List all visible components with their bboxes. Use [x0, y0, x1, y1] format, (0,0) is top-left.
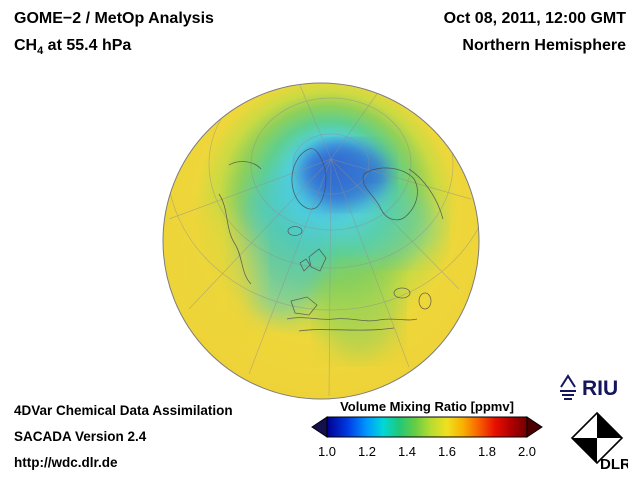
- colorbar-tick-1.2: 1.2: [358, 444, 376, 459]
- dlr-emblem-icon: [570, 411, 624, 465]
- datetime-label: Oct 08, 2011, 12:00 GMT: [443, 10, 626, 27]
- region-label: Northern Hemisphere: [462, 37, 626, 54]
- coastlines: [218, 148, 444, 332]
- colorbar-svg: 1.0 1.2 1.4 1.6 1.8 2.0: [311, 416, 543, 459]
- dlr-logo-text: DLR: [600, 456, 628, 471]
- colorbar-title: Volume Mixing Ratio [ppmv]: [340, 399, 514, 414]
- europe-green-tongue: [319, 265, 399, 357]
- riu-logo: RIU: [558, 371, 630, 406]
- formula-suffix: at 55.4 hPa: [43, 37, 132, 54]
- riu-mountain-icon: [560, 374, 576, 400]
- dlr-logo-svg: DLR: [570, 411, 631, 473]
- dlr-logo: DLR: [566, 409, 631, 476]
- colorbar-over-arrow: [526, 416, 543, 438]
- colorbar: Volume Mixing Ratio [ppmv] 1.0 1.: [308, 399, 546, 462]
- globe-map: [159, 79, 483, 403]
- species-level-label: CH4 at 55.4 hPa: [14, 37, 214, 57]
- colorbar-gradient-bar: [326, 416, 528, 438]
- version-label: SACADA Version 2.4: [14, 429, 147, 444]
- formula-subscript: 4: [37, 45, 44, 58]
- colorbar-tick-1.6: 1.6: [438, 444, 456, 459]
- header-left: GOME−2 / MetOp Analysis CH4 at 55.4 hPa: [14, 10, 214, 57]
- globe-svg: [162, 82, 480, 400]
- colorbar-under-arrow: [311, 416, 328, 438]
- globe-limb: [162, 82, 480, 400]
- footer-credits: 4DVar Chemical Data Assimilation SACADA …: [14, 398, 233, 476]
- scandinavia-cyan-blob: [335, 191, 439, 263]
- riu-logo-text: RIU: [582, 377, 618, 400]
- polar-low-ch4-blob: [301, 143, 389, 207]
- colorbar-tick-1.8: 1.8: [478, 444, 496, 459]
- colorbar-tick-1.0: 1.0: [318, 444, 336, 459]
- url-label: http://wdc.dlr.de: [14, 455, 118, 470]
- assimilation-label: 4DVar Chemical Data Assimilation: [14, 403, 233, 418]
- formula-prefix: CH: [14, 37, 38, 54]
- riu-logo-svg: RIU: [560, 374, 618, 400]
- colorbar-tick-2.0: 2.0: [518, 444, 536, 459]
- graticule: [166, 83, 479, 397]
- colorbar-tick-1.4: 1.4: [398, 444, 416, 459]
- analysis-title: GOME−2 / MetOp Analysis: [14, 10, 214, 27]
- header-right: Oct 08, 2011, 12:00 GMT Northern Hemisph…: [444, 10, 626, 55]
